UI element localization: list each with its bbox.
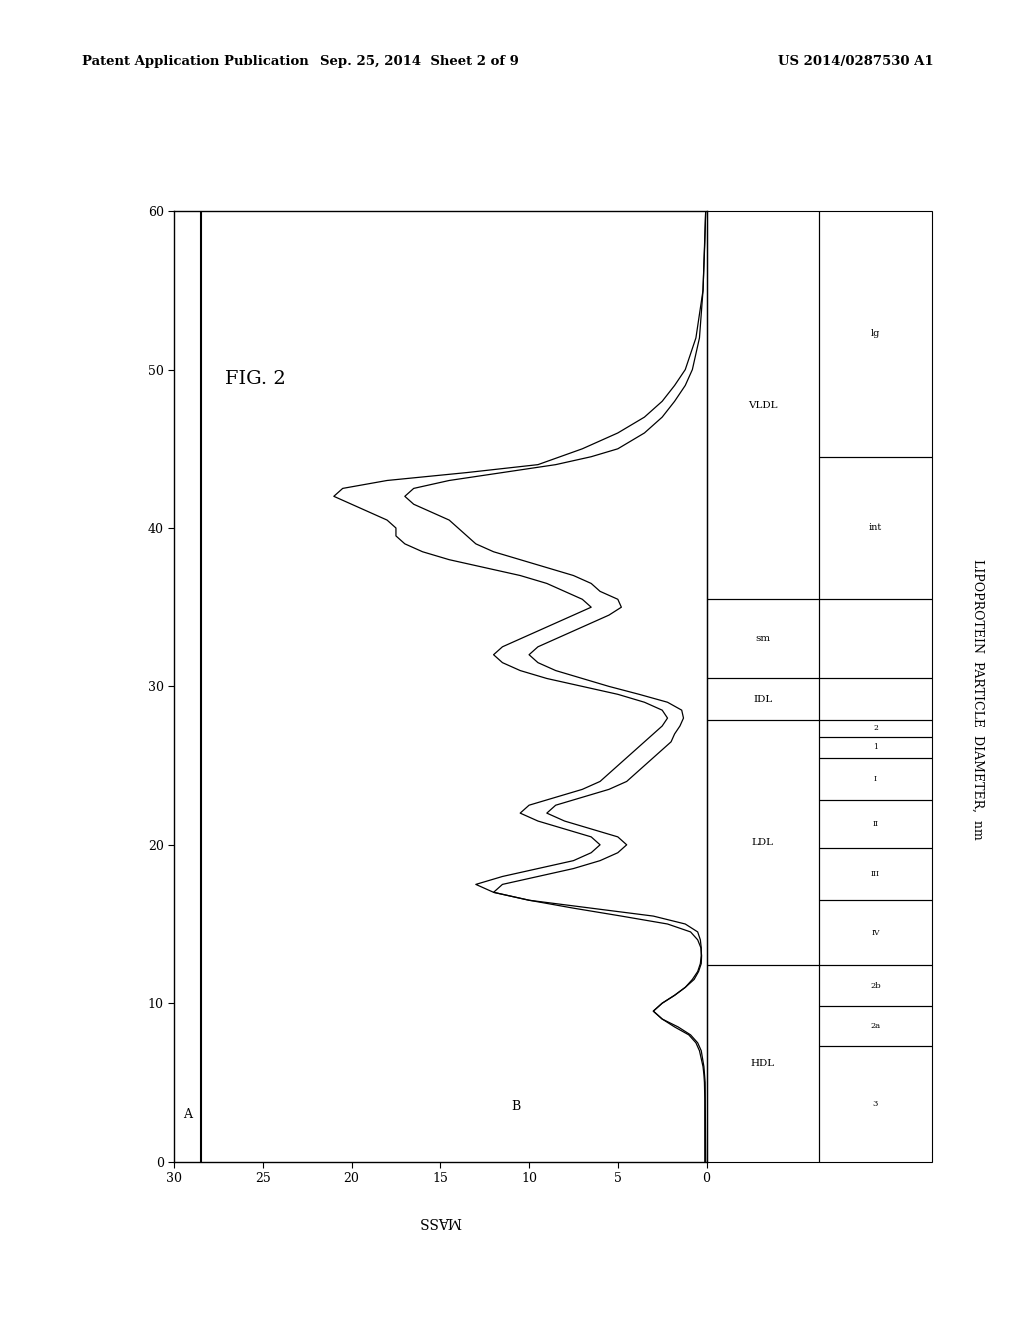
Bar [707, 965, 819, 1162]
Text: II: II [872, 820, 879, 828]
Bar [819, 847, 932, 900]
Bar [819, 599, 932, 678]
Bar [819, 1006, 932, 1045]
Text: IV: IV [871, 929, 880, 937]
Text: FIG. 2: FIG. 2 [225, 370, 286, 388]
Bar [819, 719, 932, 737]
Text: A: A [183, 1107, 191, 1121]
Text: 2b: 2b [870, 982, 881, 990]
Text: LIPOPROTEIN  PARTICLE  DIAMETER,  nm: LIPOPROTEIN PARTICLE DIAMETER, nm [972, 560, 984, 840]
Bar [819, 457, 932, 599]
Text: VLDL: VLDL [749, 401, 777, 409]
Text: US 2014/0287530 A1: US 2014/0287530 A1 [778, 55, 934, 69]
Bar [819, 900, 932, 965]
Bar [819, 800, 932, 847]
Bar [707, 678, 819, 719]
Bar [819, 678, 932, 719]
Bar [707, 599, 819, 678]
Bar [707, 211, 819, 599]
Text: 2a: 2a [870, 1022, 881, 1030]
Text: Sep. 25, 2014  Sheet 2 of 9: Sep. 25, 2014 Sheet 2 of 9 [321, 55, 519, 69]
Bar [819, 737, 932, 758]
Text: III: III [871, 870, 880, 878]
Text: IDL: IDL [754, 694, 772, 704]
Text: 2: 2 [873, 725, 878, 733]
Text: lg: lg [870, 330, 881, 338]
Text: Patent Application Publication: Patent Application Publication [82, 55, 308, 69]
Bar [819, 1045, 932, 1162]
Text: HDL: HDL [751, 1059, 775, 1068]
Text: sm: sm [756, 635, 770, 643]
Text: int: int [869, 524, 882, 532]
Text: MASS: MASS [419, 1214, 462, 1228]
Bar [707, 719, 819, 965]
Text: 1: 1 [873, 743, 878, 751]
Text: B: B [511, 1100, 520, 1113]
Text: 3: 3 [872, 1100, 879, 1107]
Bar [819, 965, 932, 1006]
Bar [819, 211, 932, 457]
Text: LDL: LDL [752, 838, 774, 847]
Bar [819, 758, 932, 800]
Text: I: I [874, 775, 877, 783]
